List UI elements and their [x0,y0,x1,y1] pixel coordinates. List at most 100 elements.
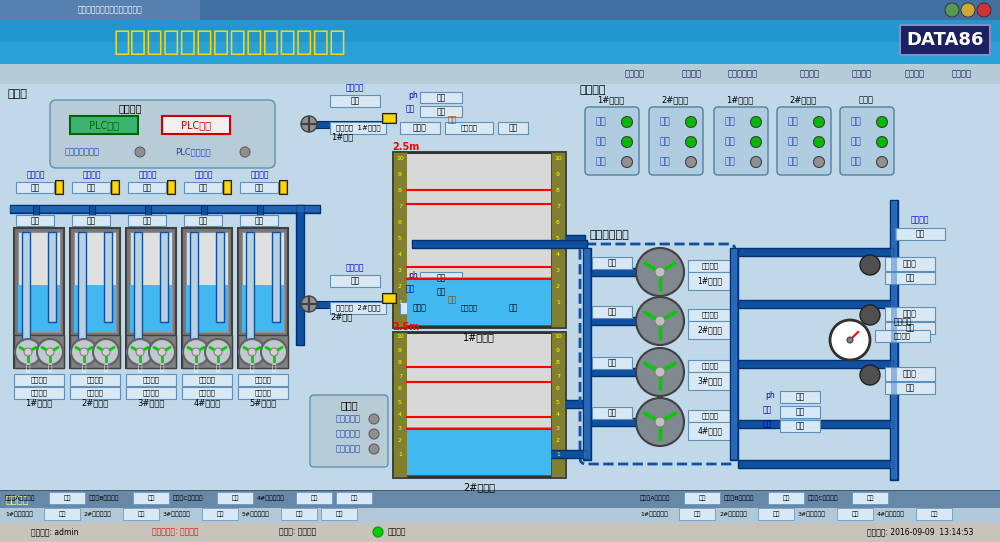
Circle shape [636,297,684,345]
Text: 主: 主 [250,364,254,372]
Text: 1#加酸泵: 1#加酸泵 [597,95,625,105]
Bar [16,182,54,193]
Text: ph: ph [408,92,418,100]
Circle shape [945,3,959,17]
Bar [875,330,930,342]
Text: 标签: 标签 [254,183,264,192]
Text: 5#深水井: 5#深水井 [249,398,277,408]
Circle shape [183,339,209,365]
Bar [731,249,737,459]
Text: 标签: 标签 [436,287,446,296]
Bar [885,257,935,271]
Bar [768,492,804,504]
Text: 标签: 标签 [30,183,40,192]
Text: 8: 8 [398,188,402,192]
Circle shape [149,339,175,365]
Bar [583,248,591,460]
Text: 流量计: 流量计 [903,260,917,268]
Text: 标签: 标签 [198,216,208,225]
Text: 标签标签: 标签标签 [254,377,272,383]
Bar [688,372,732,390]
Bar [18,285,60,332]
Circle shape [860,305,880,325]
Text: PLC停止: PLC停止 [181,120,211,130]
Text: 标签: 标签 [905,384,915,392]
Text: 9: 9 [398,347,402,352]
Circle shape [876,157,888,167]
Bar [104,232,112,322]
Text: 标签: 标签 [254,216,264,225]
Circle shape [239,339,265,365]
Text: 标签: 标签 [335,511,343,517]
Text: 5: 5 [556,399,560,404]
Text: 标签: 标签 [350,495,358,501]
Text: 3: 3 [556,425,560,430]
Text: 标签: 标签 [782,495,790,501]
Bar [0,64,1000,84]
Text: 排污泵故障: 排污泵故障 [336,444,360,454]
Text: 标签: 标签 [795,408,805,416]
Bar [738,360,893,368]
Bar [688,410,732,422]
Bar [393,152,407,327]
Text: 运行: 运行 [596,118,606,126]
Text: 标签: 标签 [915,229,925,238]
Text: 通讯服务器: 连接中断: 通讯服务器: 连接中断 [152,527,198,537]
Text: 7: 7 [556,373,560,378]
Bar [336,492,372,504]
Bar [382,113,396,123]
Text: 2#清水池: 2#清水池 [463,482,495,492]
Circle shape [686,137,696,147]
Bar [238,374,288,386]
Bar [305,301,385,308]
Bar [584,249,590,459]
Circle shape [977,3,991,17]
Text: 1#水源泵电流: 1#水源泵电流 [5,511,33,517]
Text: 标签: 标签 [295,511,303,517]
Circle shape [46,348,54,356]
Circle shape [214,348,222,356]
Text: 全局控制: 全局控制 [118,103,142,113]
Bar [182,387,232,399]
Text: 标签: 标签 [607,409,617,417]
Bar [201,205,207,217]
Bar [383,294,395,302]
Circle shape [655,367,665,377]
Circle shape [301,116,317,132]
Bar [186,285,228,332]
Text: 供水柜A相总电压: 供水柜A相总电压 [640,495,670,501]
Text: ph: ph [765,390,775,399]
Text: 数据统计: 数据统计 [852,69,872,79]
Circle shape [136,348,144,356]
Text: 2#搅拌机: 2#搅拌机 [789,95,817,105]
Bar [592,357,632,369]
Text: 6: 6 [556,386,560,391]
Bar [14,374,64,386]
Bar [0,490,1000,491]
Text: 标签标签: 标签标签 [143,390,160,396]
Text: 标签: 标签 [693,511,701,517]
Text: 水位计: 水位计 [413,304,427,313]
Text: 标签标签: 标签标签 [702,363,718,369]
Bar [393,152,565,327]
Bar [591,418,646,426]
Text: 标签标签: 标签标签 [460,305,478,311]
Bar [281,508,317,520]
Text: 标签标签: 标签标签 [87,390,104,396]
Text: 备: 备 [160,364,164,372]
Circle shape [93,339,119,365]
Bar [0,491,1000,507]
Text: 系统总远程状态: 系统总远程状态 [64,147,100,157]
Circle shape [369,444,379,454]
Bar [238,335,288,368]
Bar [738,460,893,468]
Text: 标签标签  1#流量计: 标签标签 1#流量计 [336,125,380,131]
Bar [592,257,632,269]
Bar [74,232,116,332]
Text: 标签: 标签 [436,273,446,282]
Bar [72,215,110,226]
Text: 加药: 加药 [448,295,457,305]
Bar [591,317,646,325]
Circle shape [686,157,696,167]
Text: 数据查询: 数据查询 [800,69,820,79]
